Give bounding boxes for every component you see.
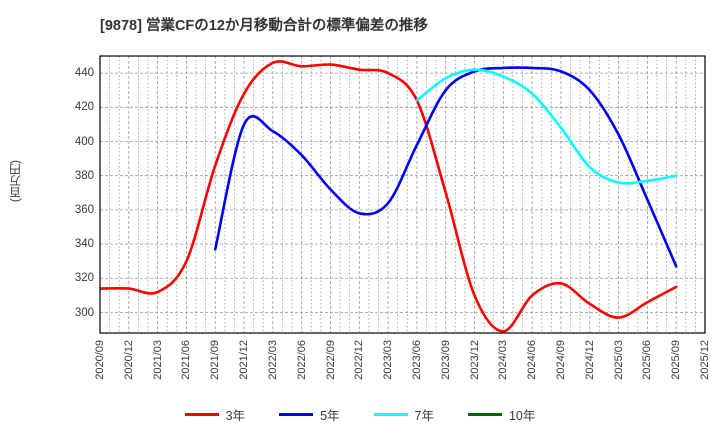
x-tick-label: 2020/09 <box>94 340 106 380</box>
x-tick-label: 2020/12 <box>122 340 135 380</box>
x-tick-label: 2023/06 <box>410 340 423 380</box>
x-tick-label: 2023/03 <box>382 340 395 380</box>
x-tick-label: 2022/09 <box>324 340 337 380</box>
legend-label: 3年 <box>225 409 246 423</box>
y-tick-label: 300 <box>74 306 94 319</box>
x-tick-label: 2025/09 <box>670 340 683 380</box>
series-line-3年 <box>100 60 678 333</box>
legend-label: 5年 <box>320 409 340 423</box>
x-tick-label: 2022/03 <box>266 340 279 380</box>
legend-item-3年[interactable]: 3年 <box>184 405 246 424</box>
series-lines <box>100 60 678 333</box>
y-tick-label: 420 <box>74 101 94 114</box>
series-line-5年 <box>213 66 678 268</box>
x-tick-label: 2023/09 <box>439 340 452 380</box>
x-tick-label: 2024/06 <box>526 340 539 380</box>
chart-title: [9878] 営業CFの12か月移動合計の標準偏差の推移 <box>100 18 428 34</box>
x-tick-label: 2021/03 <box>151 340 164 380</box>
legend-label: 7年 <box>414 409 434 423</box>
y-tick-label: 360 <box>74 203 94 216</box>
legend-swatch-icon <box>279 413 314 416</box>
x-tick-label: 2021/12 <box>238 340 250 380</box>
x-tick-label: 2023/12 <box>468 340 481 380</box>
chart-legend: 3年 5年 7年 10年 <box>0 405 720 424</box>
y-tick-label: 320 <box>74 272 94 285</box>
y-tick-label: 340 <box>74 238 94 251</box>
x-tick-label: 2022/06 <box>295 340 308 380</box>
x-tick-label: 2024/12 <box>583 340 596 380</box>
legend-item-7年[interactable]: 7年 <box>373 405 434 424</box>
legend-swatch-icon <box>467 413 502 416</box>
plot-background <box>100 56 705 333</box>
legend-item-5年[interactable]: 5年 <box>279 405 340 424</box>
x-tick-label: 2025/03 <box>612 340 625 380</box>
legend-item-10年[interactable]: 10年 <box>467 405 536 424</box>
y-tick-label: 440 <box>74 67 94 80</box>
x-tick-label: 2021/06 <box>180 340 193 380</box>
x-tick-label: 2025/12 <box>699 340 711 380</box>
plot-frame <box>99 55 706 334</box>
legend-label: 10年 <box>508 409 536 423</box>
x-tick-label: 2025/06 <box>641 340 654 380</box>
y-tick-label: 400 <box>74 135 94 148</box>
x-tick-label: 2021/09 <box>209 340 222 380</box>
legend-swatch-icon <box>373 413 408 416</box>
y-axis-title: (百万円) <box>10 160 22 203</box>
series-line-7年 <box>415 68 678 185</box>
legend-swatch-icon <box>184 413 219 416</box>
gridlines <box>99 56 706 333</box>
y-tick-label: 380 <box>74 169 94 182</box>
y-axis-tick-labels: 300 320 340 360 380 400 420 440 <box>54 0 94 440</box>
x-tick-label: 2024/03 <box>497 340 510 380</box>
x-tick-label: 2022/12 <box>353 340 366 380</box>
x-tick-label: 2024/09 <box>555 340 567 380</box>
